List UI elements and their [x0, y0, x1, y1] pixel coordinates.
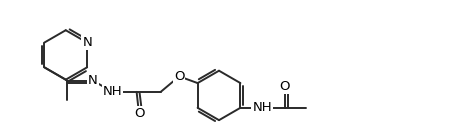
Text: N: N: [88, 74, 98, 87]
Text: O: O: [279, 80, 289, 93]
Text: O: O: [134, 107, 144, 120]
Text: NH: NH: [102, 85, 122, 98]
Text: NH: NH: [252, 101, 271, 114]
Text: O: O: [174, 70, 184, 83]
Text: N: N: [82, 36, 92, 49]
